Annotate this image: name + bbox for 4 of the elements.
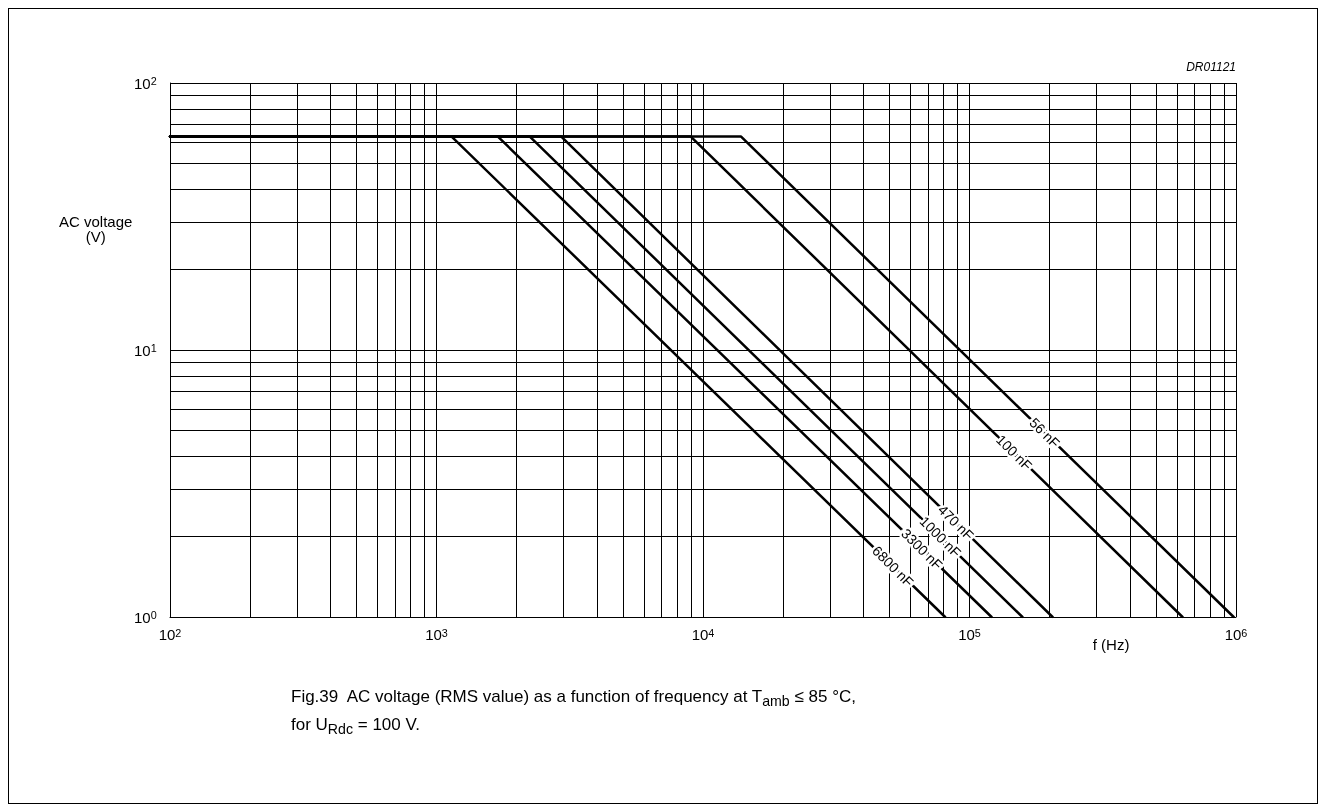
y-axis-title: AC voltage (V) — [59, 213, 133, 245]
text: Fig.39 AC voltage (RMS value) as a function of frequency at T$_{amb}$ ≤ 85 °C, for U$_{Rdc}$ = 100 V. — [291, 687, 856, 738]
text: DR01121 — [1186, 60, 1236, 74]
x-axis-title: f (Hz) — [1092, 636, 1130, 653]
